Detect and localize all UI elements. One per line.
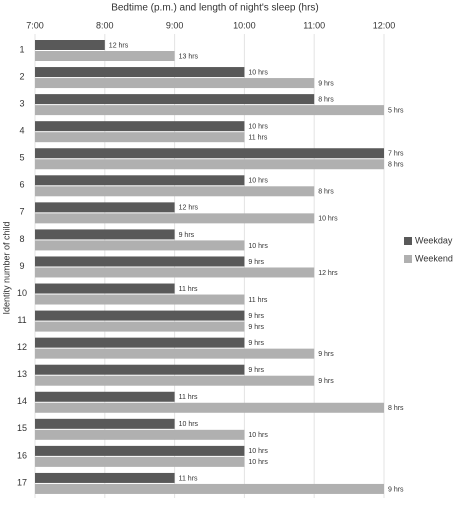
bar-label: 8 hrs <box>318 189 334 196</box>
bar-label: 10 hrs <box>248 178 268 185</box>
bar <box>35 159 384 170</box>
bar <box>35 429 245 440</box>
bar <box>35 294 245 305</box>
bar-label: 12 hrs <box>318 270 338 277</box>
bar-label: 10 hrs <box>248 124 268 131</box>
y-tick-label: 12 <box>17 342 27 352</box>
y-tick-label: 11 <box>17 315 26 325</box>
bar-label: 11 hrs <box>248 297 267 304</box>
bar <box>35 375 315 386</box>
legend-swatch <box>404 237 412 245</box>
bar <box>35 445 245 456</box>
bar-label: 11 hrs <box>179 394 198 401</box>
bar <box>35 483 384 494</box>
bar <box>35 175 245 186</box>
x-tick-label: 11:00 <box>303 20 325 30</box>
x-tick-label: 7:00 <box>26 20 44 30</box>
bar <box>35 240 245 251</box>
bar-label: 13 hrs <box>179 53 199 60</box>
y-tick-label: 17 <box>17 477 27 487</box>
bar-label: 10 hrs <box>248 69 268 76</box>
bar <box>35 418 175 429</box>
y-tick-label: 15 <box>17 423 27 433</box>
y-tick-label: 4 <box>19 126 24 136</box>
y-tick-label: 1 <box>19 44 24 54</box>
bar <box>35 94 315 105</box>
bar-label: 8 hrs <box>388 405 404 412</box>
bar <box>35 391 175 402</box>
bar <box>35 364 245 375</box>
bar <box>35 51 175 61</box>
bar-label: 9 hrs <box>179 232 195 239</box>
bar-label: 8 hrs <box>318 96 334 103</box>
bar-label: 10 hrs <box>179 421 199 428</box>
bar <box>35 283 175 294</box>
y-tick-label: 14 <box>17 396 27 406</box>
bar-label: 10 hrs <box>248 459 268 466</box>
y-tick-label: 8 <box>19 234 24 244</box>
bar <box>35 78 315 89</box>
bar <box>35 186 315 197</box>
legend-label: Weekend <box>415 253 453 263</box>
bar-label: 9 hrs <box>318 378 334 385</box>
bar-label: 5 hrs <box>388 107 404 114</box>
bar <box>35 132 245 143</box>
bar <box>35 121 245 132</box>
bar-label: 9 hrs <box>248 324 264 331</box>
bar <box>35 40 105 50</box>
y-tick-label: 9 <box>19 261 24 271</box>
bar-label: 11 hrs <box>248 135 267 142</box>
bar <box>35 229 175 240</box>
bar-label: 7 hrs <box>388 151 404 158</box>
bar-label: 9 hrs <box>388 486 404 493</box>
bar-label: 10 hrs <box>248 448 268 455</box>
bar <box>35 256 245 267</box>
bar <box>35 267 315 278</box>
bar-label: 9 hrs <box>318 80 334 87</box>
bar <box>35 348 315 359</box>
bar <box>35 310 245 321</box>
bar <box>35 202 175 213</box>
bar-label: 9 hrs <box>248 313 264 320</box>
y-tick-label: 7 <box>19 207 24 217</box>
bar <box>35 337 245 348</box>
x-tick-label: 12:00 <box>373 20 396 30</box>
bar <box>35 105 384 116</box>
chart-title: Bedtime (p.m.) and length of night's sle… <box>111 3 319 14</box>
x-tick-label: 8:00 <box>96 20 114 30</box>
bar-label: 9 hrs <box>248 259 264 266</box>
bar <box>35 472 175 483</box>
bar-label: 11 hrs <box>179 286 198 293</box>
bar-label: 10 hrs <box>248 243 268 250</box>
x-tick-label: 10:00 <box>233 20 256 30</box>
bar-label: 9 hrs <box>318 351 334 358</box>
bar-label: 8 hrs <box>388 162 404 169</box>
bar-label: 12 hrs <box>179 205 199 212</box>
bar <box>35 456 245 467</box>
bar <box>35 402 384 413</box>
y-tick-label: 13 <box>17 369 27 379</box>
legend-swatch <box>404 255 412 263</box>
y-tick-label: 6 <box>19 180 24 190</box>
x-tick-label: 9:00 <box>166 20 184 30</box>
y-axis-label: Identity number of child <box>1 221 11 314</box>
bar-label: 10 hrs <box>318 216 338 223</box>
y-tick-label: 2 <box>19 71 24 81</box>
bar <box>35 148 384 159</box>
bar-label: 10 hrs <box>248 432 268 439</box>
legend-label: Weekday <box>415 235 453 245</box>
y-tick-label: 16 <box>17 450 27 460</box>
y-tick-label: 3 <box>19 98 24 108</box>
bar-label: 9 hrs <box>248 367 264 374</box>
bar-label: 12 hrs <box>109 42 129 49</box>
bar <box>35 67 245 78</box>
y-tick-label: 10 <box>17 288 27 298</box>
bar <box>35 213 315 224</box>
bar-label: 9 hrs <box>248 340 264 347</box>
bar <box>35 321 245 332</box>
bar-label: 11 hrs <box>179 475 198 482</box>
y-tick-label: 5 <box>19 153 24 163</box>
